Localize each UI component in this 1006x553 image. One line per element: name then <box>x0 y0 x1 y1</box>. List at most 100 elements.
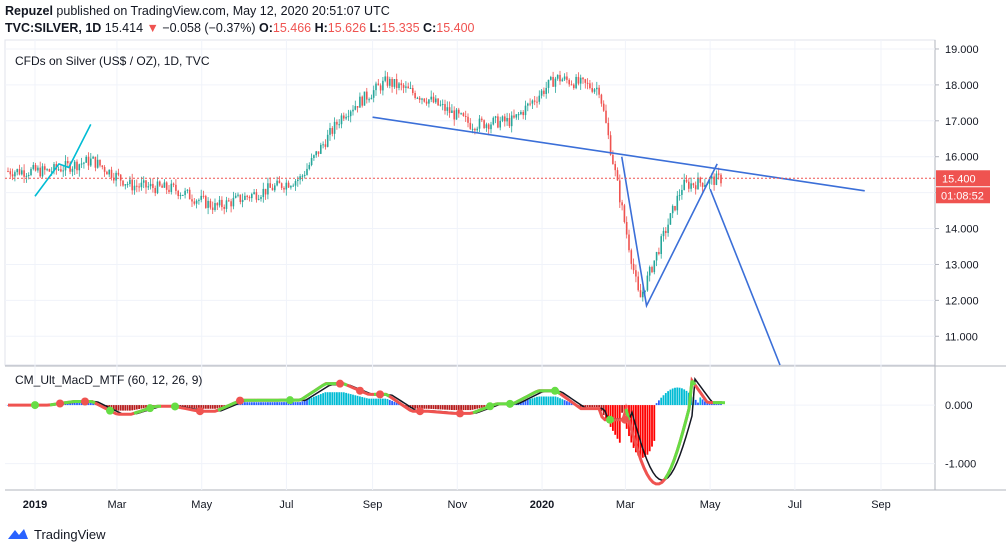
close-label: C: <box>423 21 437 35</box>
candle-body <box>556 74 559 79</box>
candle-body <box>504 116 506 122</box>
macd-bar <box>621 405 623 413</box>
macd-bar <box>198 405 200 409</box>
candle-body <box>458 109 460 114</box>
candle-body <box>168 189 170 192</box>
candle-body <box>322 144 324 146</box>
macd-bar <box>529 398 531 406</box>
macd-bar <box>306 399 308 406</box>
macd-bar <box>464 405 467 411</box>
macd-bar <box>184 405 186 408</box>
candle-body <box>182 194 184 196</box>
author-name[interactable]: Repuzel <box>5 4 53 18</box>
macd-bar <box>685 390 688 406</box>
candle-body <box>124 184 127 186</box>
candle-body <box>697 177 699 190</box>
candle-body <box>566 76 568 80</box>
candle-body <box>313 155 315 158</box>
macd-bar <box>554 396 557 406</box>
candle-body <box>276 180 278 186</box>
macd-green-segment <box>307 391 312 397</box>
candle-body <box>21 170 23 175</box>
candle-body <box>122 180 124 186</box>
macd-bar <box>483 405 485 408</box>
macd-green-segment <box>520 396 525 401</box>
macd-bar <box>664 393 667 406</box>
candle-body <box>177 190 179 197</box>
macd-bar <box>303 400 306 406</box>
macd-bar <box>434 405 437 410</box>
macd-bar <box>78 402 81 406</box>
candle-body <box>315 151 317 156</box>
macd-bar <box>340 392 343 406</box>
candle-body <box>62 170 64 172</box>
macd-bar <box>570 403 573 406</box>
macd-bar <box>294 402 297 406</box>
candle-body <box>269 183 271 188</box>
candle-body <box>713 176 715 185</box>
macd-green-segment <box>529 392 534 397</box>
macd-bar <box>188 405 191 408</box>
macd-green-segment <box>385 393 390 398</box>
macd-bar <box>135 405 138 410</box>
macd-bar <box>112 405 115 410</box>
macd-cross-dot <box>551 386 559 395</box>
macd-bar <box>444 405 446 410</box>
candle-body <box>90 158 92 166</box>
candle-body <box>287 182 290 188</box>
candle-body <box>131 179 133 191</box>
y-tick-label: 17.000 <box>945 116 979 128</box>
candle-body <box>596 87 598 90</box>
macd-bar <box>221 405 223 408</box>
macd-bar <box>267 402 269 406</box>
macd-bar <box>451 405 453 410</box>
open-label: O: <box>258 21 273 35</box>
candle-body <box>241 199 244 203</box>
macd-bar <box>333 392 336 406</box>
candle-body <box>377 83 380 86</box>
candle-body <box>393 79 396 87</box>
macd-cross-dot <box>356 386 364 395</box>
candle-body <box>175 184 177 191</box>
publish-text: published on TradingView.com, May 12, 20… <box>56 4 390 18</box>
macd-cross-dot <box>286 396 294 405</box>
candle-body <box>340 115 343 125</box>
macd-bar <box>140 405 143 409</box>
tradingview-footer[interactable]: TradingView <box>6 526 106 542</box>
macd-bar <box>616 405 619 439</box>
candle-body <box>9 171 12 175</box>
candle-body <box>639 290 642 298</box>
candle-body <box>573 84 575 89</box>
macd-green-segment <box>91 400 96 405</box>
open-value: 15.466 <box>272 21 312 35</box>
macd-bar <box>547 396 550 406</box>
candle-body <box>720 174 722 184</box>
candle-body <box>671 205 674 214</box>
candle-body <box>356 106 359 108</box>
candle-body <box>584 79 587 83</box>
macd-cross-dot <box>621 415 629 424</box>
candle-body <box>57 169 60 171</box>
macd-bar <box>384 398 387 406</box>
candle-body <box>483 120 485 129</box>
macd-bar <box>660 397 663 406</box>
macd-bar <box>595 405 598 408</box>
macd-bar <box>211 405 214 409</box>
macd-bar <box>209 405 212 409</box>
candle-body <box>531 100 534 104</box>
macd-cross-dot <box>56 399 64 408</box>
candle-body <box>41 166 44 177</box>
macd-green-segment <box>493 402 498 407</box>
macd-green-segment <box>142 408 147 412</box>
candle-body <box>570 84 573 86</box>
macd-bar <box>388 399 391 406</box>
candle-body <box>685 179 688 182</box>
macd-bar <box>129 405 131 411</box>
macd-bar <box>296 402 299 406</box>
macd-bar <box>658 400 660 406</box>
macd-y-tick-label: -1.000 <box>945 459 976 471</box>
x-tick-label: May <box>191 499 212 511</box>
candle-body <box>209 200 212 208</box>
macd-bar <box>697 402 699 406</box>
